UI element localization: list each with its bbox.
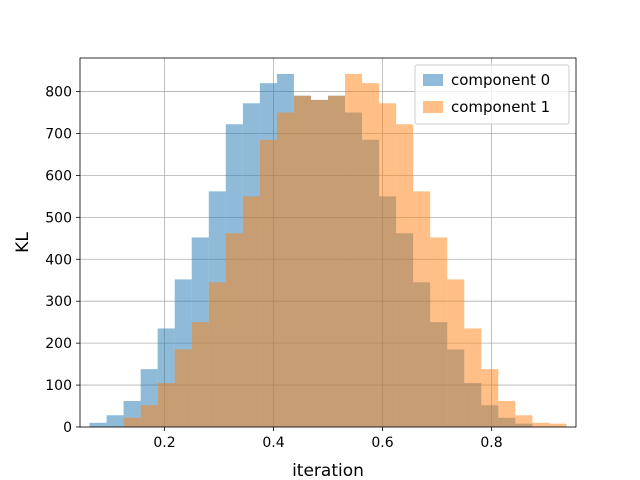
x-axis-title: iteration [292, 461, 364, 480]
histogram-bar-series-1 [276, 112, 294, 428]
histogram-bar-series-1 [293, 95, 311, 427]
y-tick-label: 700 [45, 126, 72, 142]
legend-label: component 0 [451, 71, 550, 89]
histogram-bar-series-1 [532, 422, 550, 427]
x-tick-label: 0.4 [262, 435, 284, 451]
legend-label: component 1 [451, 98, 550, 116]
y-tick-label: 100 [45, 378, 72, 394]
y-tick-label: 600 [45, 168, 72, 184]
legend: component 0 component 1 [414, 64, 570, 125]
y-tick-label: 500 [45, 210, 72, 226]
histogram-bar-series-1 [328, 95, 346, 427]
histogram-bar-series-1 [242, 196, 260, 427]
histogram-bar-series-0 [89, 422, 107, 427]
histogram-bar-series-1 [208, 282, 226, 427]
histogram-bar-series-1 [447, 279, 465, 427]
histogram-bar-series-1 [549, 423, 567, 427]
histogram-bar-series-1 [191, 322, 209, 427]
histogram-bar-series-1 [157, 382, 175, 427]
histogram-bar-series-1 [140, 405, 158, 427]
legend-swatch [423, 74, 443, 86]
histogram-bar-series-1 [362, 83, 380, 427]
y-axis-title: KL [13, 232, 33, 253]
x-tick-label: 0.6 [371, 435, 393, 451]
histogram-bar-series-1 [396, 124, 414, 428]
histogram-bar-series-1 [174, 349, 192, 427]
plot-frame [79, 57, 577, 428]
legend-frame [414, 64, 570, 125]
x-tick-label: 0.2 [153, 435, 175, 451]
histogram-bar-series-1 [225, 233, 243, 427]
histogram-bar-series-1 [430, 237, 448, 427]
y-tick-label: 800 [45, 85, 72, 101]
histogram-bars [89, 73, 567, 428]
histogram-bar-series-1 [379, 103, 397, 427]
histogram-bar-series-1 [123, 417, 141, 427]
y-tick-label: 200 [45, 336, 72, 352]
histogram-bar-series-0 [106, 415, 124, 427]
axis-ticks: 0.2 0.4 0.6 0.8 0 100 200 300 400 500 600 700 800 [45, 85, 502, 451]
legend-swatch [423, 101, 443, 113]
histogram-bar-series-1 [345, 73, 363, 428]
histogram-bar-series-1 [310, 99, 328, 427]
y-tick-label: 0 [63, 420, 72, 436]
histogram-bar-series-1 [498, 401, 516, 427]
histogram-bar-series-1 [481, 369, 499, 427]
histogram-bar-series-1 [515, 415, 533, 427]
histogram-bar-series-1 [413, 191, 431, 427]
x-tick-label: 0.8 [480, 435, 502, 451]
y-tick-label: 400 [45, 252, 72, 268]
histogram-bar-series-1 [259, 139, 277, 428]
y-tick-label: 300 [45, 294, 72, 310]
histogram-bar-series-1 [464, 328, 482, 427]
